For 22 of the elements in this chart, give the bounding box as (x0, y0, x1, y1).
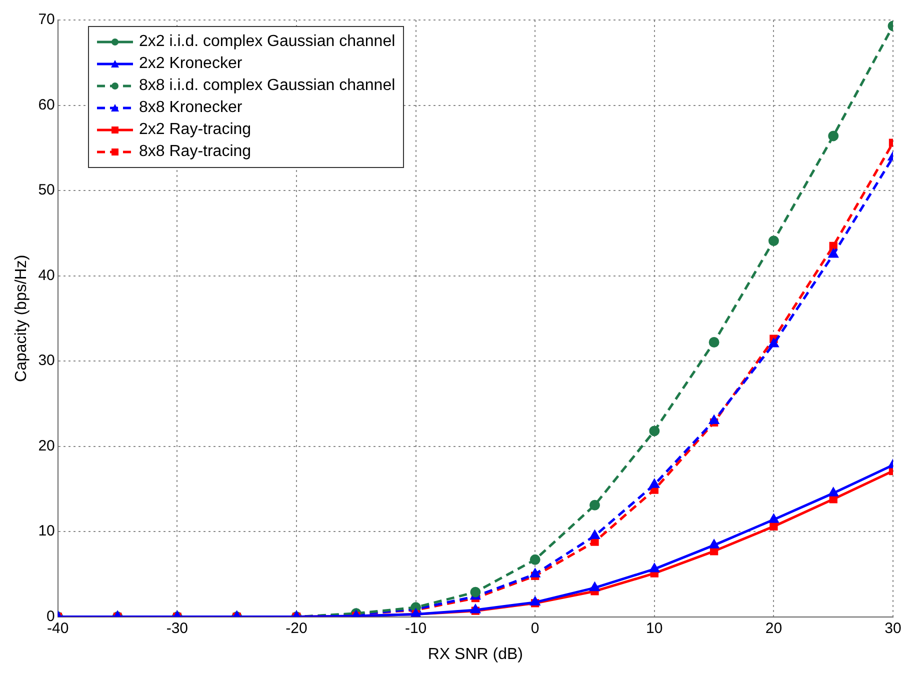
x-tick-label: 10 (646, 620, 663, 637)
x-tick-label: 30 (884, 620, 902, 637)
y-tick-label: 10 (38, 522, 55, 540)
legend-label: 2x2 i.i.d. complex Gaussian channel (139, 33, 396, 51)
x-tick-label: 0 (530, 620, 540, 637)
legend-label: 2x2 Ray-tracing (139, 121, 252, 139)
legend-label: 2x2 Kronecker (139, 55, 242, 73)
y-tick-label: 20 (38, 437, 55, 454)
x-tick-label: -10 (404, 620, 427, 637)
x-tick-label: -30 (166, 620, 188, 637)
y-axis-title: Capacity (bps/Hz) (13, 254, 30, 382)
legend-label: 8x8 Kronecker (139, 99, 242, 117)
legend-label: 8x8 Ray-tracing (139, 143, 252, 161)
y-tick-label: 70 (38, 11, 55, 28)
x-tick-label: 20 (765, 620, 782, 637)
y-tick-label: 50 (38, 182, 55, 199)
x-tick-label: -20 (286, 620, 308, 637)
y-tick-label: 30 (38, 352, 55, 370)
y-tick-label: 60 (38, 96, 55, 114)
legend-label: 8x8 i.i.d. complex Gaussian channel (139, 77, 396, 95)
y-tick-label: 40 (38, 266, 55, 284)
x-axis-title: RX SNR (dB) (428, 646, 524, 663)
